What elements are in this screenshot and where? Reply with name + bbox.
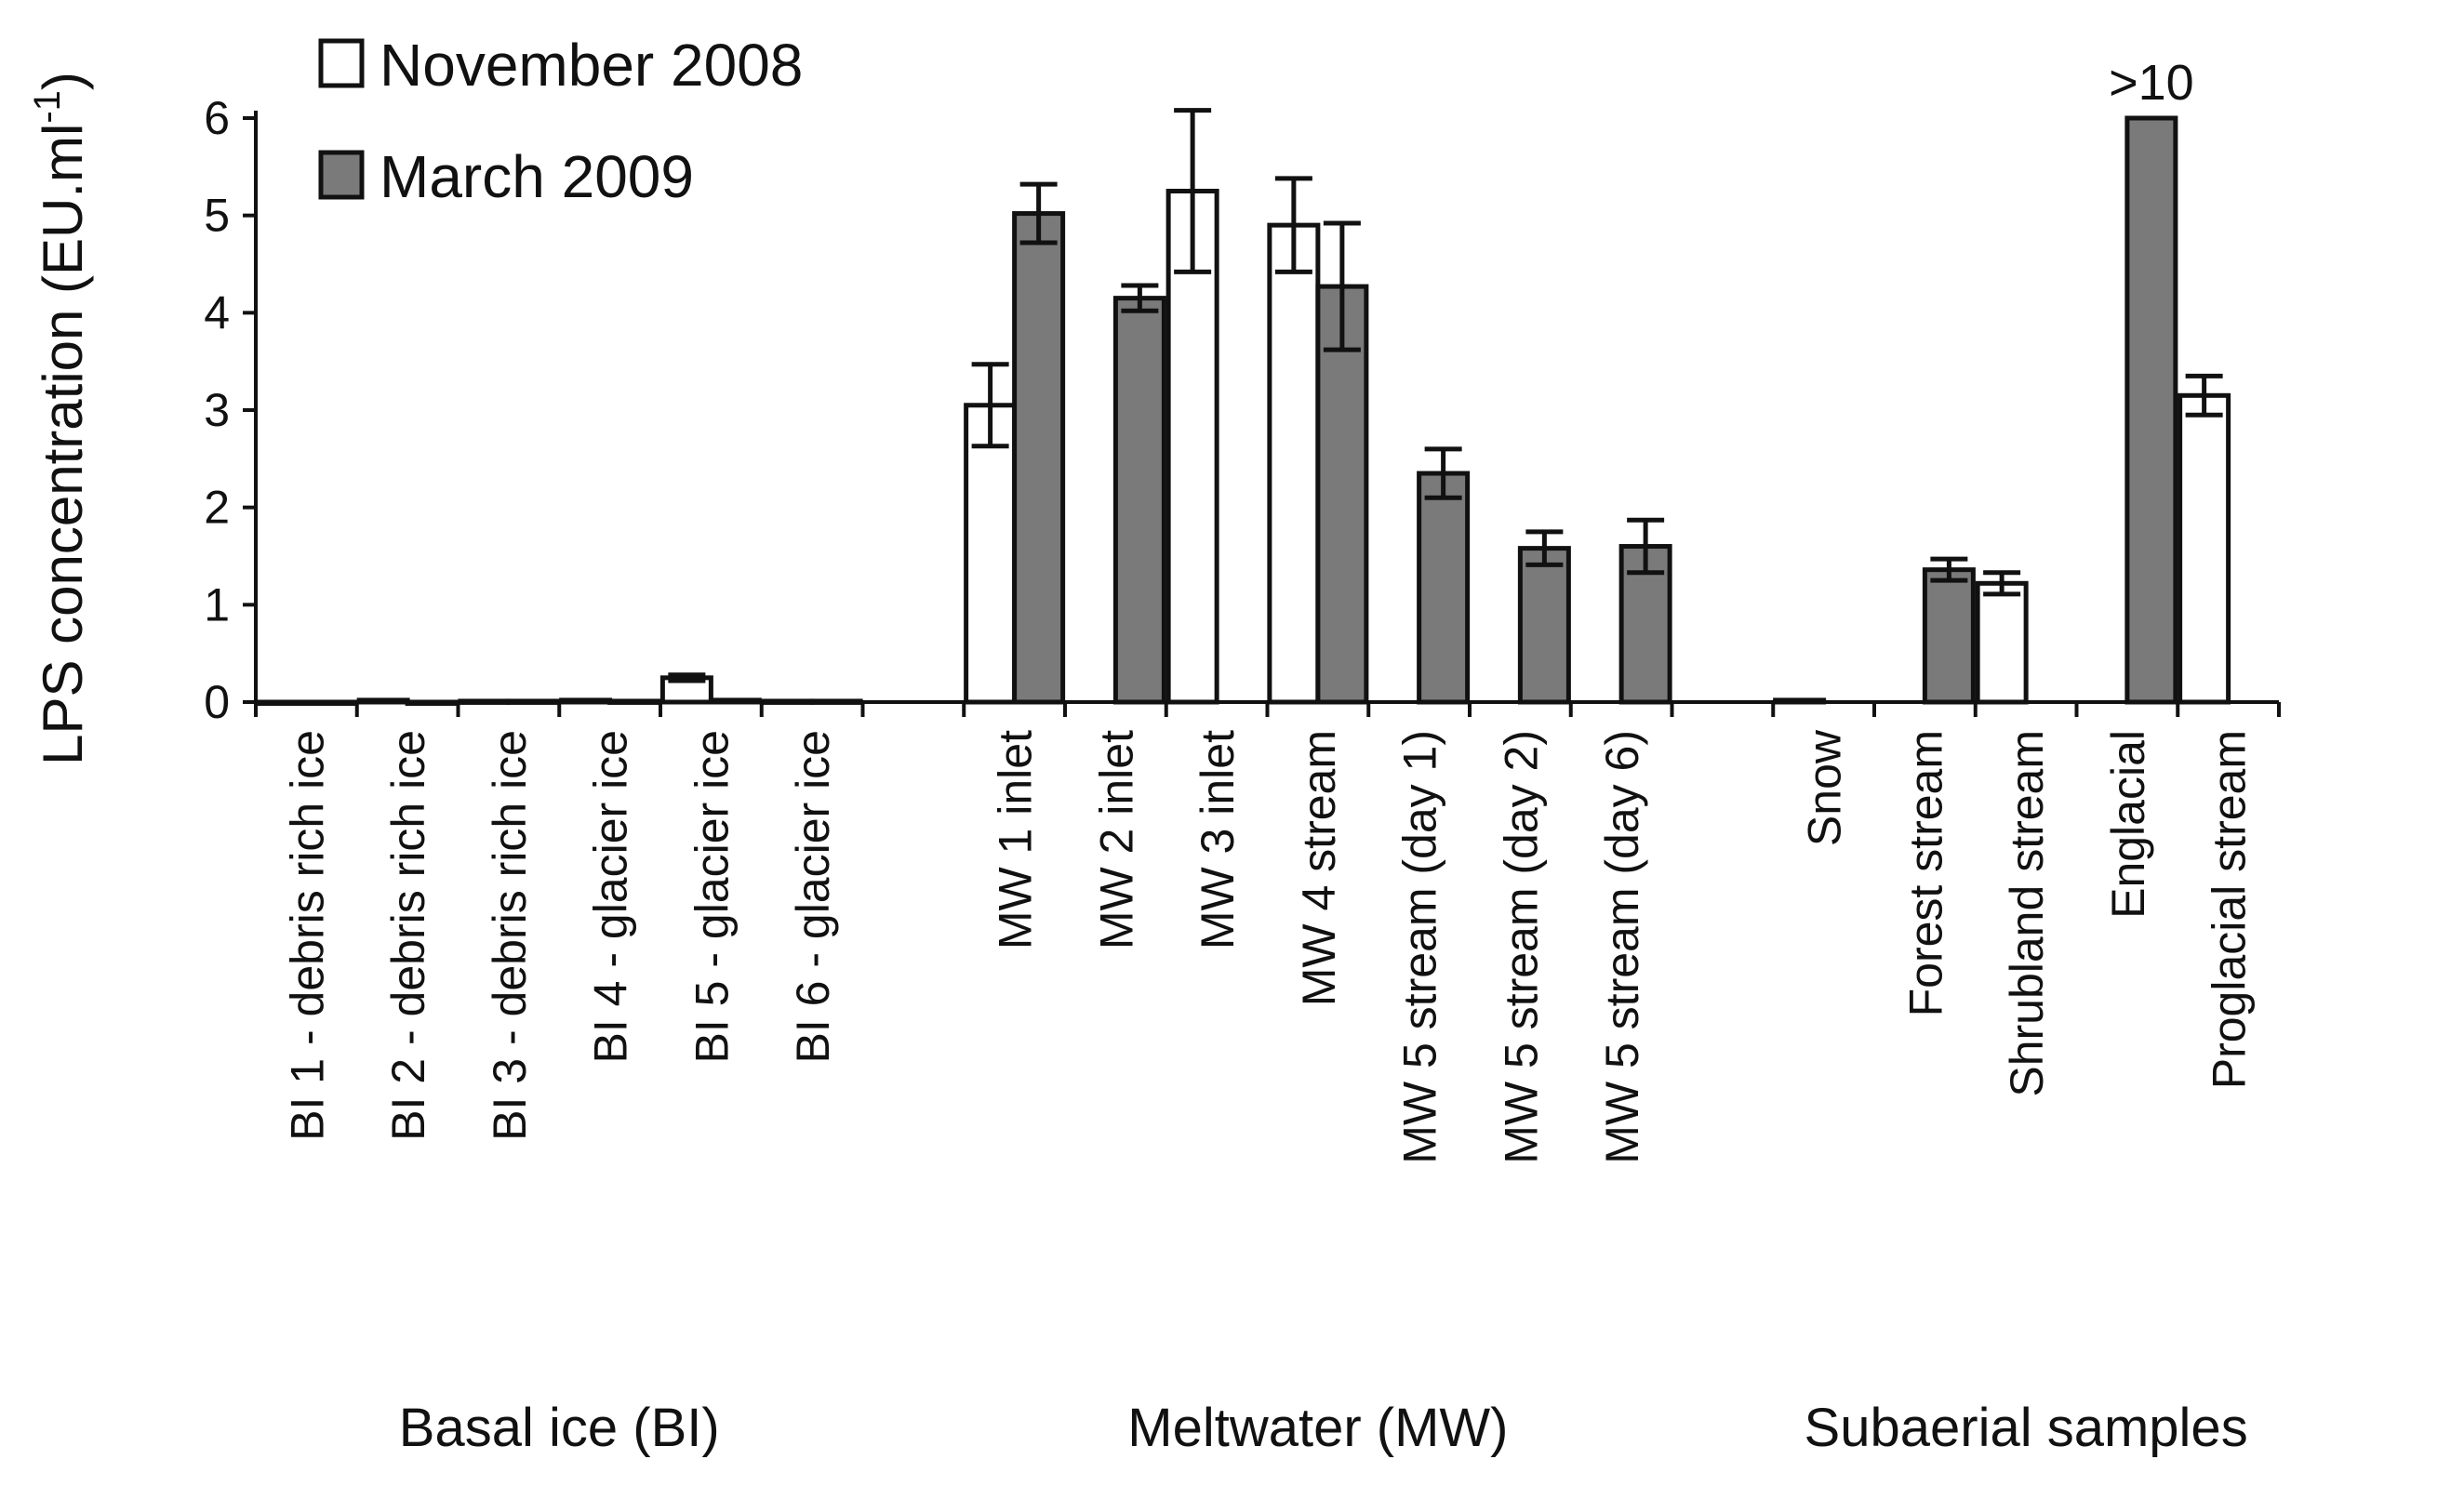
category-label: BI 2 - debris rich ice [382,730,434,1141]
bar-march-2009 [2124,115,2178,705]
category-label: Shrubland stream [2001,730,2053,1097]
group-label: Basal ice (BI) [399,1398,720,1458]
category-label: MW 5 stream (day 6) [1596,730,1648,1164]
bar-november-2008 [458,698,512,705]
bar-november-2008 [559,697,613,705]
y-axis-title: LPS concentration (EU.ml-1) [27,72,94,765]
bar-march-2009 [1417,471,1471,705]
y-tick-label: 5 [204,190,230,242]
bar-annotation: >10 [2109,55,2194,111]
bar-november-2008 [255,699,309,706]
category-label: MW 1 inlet [990,730,1042,949]
legend-swatch-march-2009 [318,150,365,200]
category-label: BI 4 - glacier ice [585,730,637,1063]
category-label: Forest stream [1899,730,1951,1016]
category-label: MW 4 stream [1293,730,1345,1006]
bar-march-2009 [1012,211,1066,705]
y-tick-label: 6 [204,92,230,144]
legend-swatch-november-2008 [318,38,365,88]
category-label: BI 1 - debris rich ice [281,730,333,1141]
bar-march-2009 [1517,546,1571,705]
bar-november-2008 [356,697,410,705]
bar-november-2008 [964,403,1018,705]
group-label: Subaerial samples [1805,1398,2248,1458]
bar-march-2009 [1922,567,1976,705]
category-label: MW 2 inlet [1090,730,1142,949]
legend: November 2008 March 2009 [318,32,803,210]
bar-march-2009 [303,699,357,706]
bar-november-2008 [1267,222,1321,705]
bar-november-2008 [1773,697,1827,705]
y-tick-label: 4 [204,286,230,338]
category-label: Englacial [2102,730,2154,919]
category-label: MW 5 stream (day 2) [1495,730,1547,1164]
y-tick-label: 1 [204,578,230,630]
category-label: MW 5 stream (day 1) [1394,730,1446,1164]
group-label: Meltwater (MW) [1127,1398,1508,1458]
legend-label: March 2009 [380,143,694,210]
category-label: BI 5 - glacier ice [686,730,738,1063]
bar-november-2008 [761,698,815,705]
category-label: BI 3 - debris rich ice [484,730,536,1141]
bar-november-2008 [1165,189,1219,705]
bar-march-2009 [1112,296,1166,705]
bar-march-2009 [607,698,661,705]
category-label: Proglacial stream [2204,730,2256,1089]
category-label: Snow [1799,729,1851,846]
bar-march-2009 [405,699,459,706]
bar-march-2009 [708,697,762,705]
bar-november-2008 [1975,580,2029,705]
bar-march-2009 [809,698,863,705]
legend-label: November 2008 [380,32,803,99]
bar-march-2009 [506,698,560,705]
bars: >10 [255,55,2231,706]
category-labels: BI 1 - debris rich ice BI 2 - debris rich… [281,729,2255,1458]
category-label: BI 6 - glacier ice [787,730,839,1063]
category-label: MW 3 inlet [1192,730,1244,949]
y-tick-label: 2 [204,482,230,534]
y-tick-label: 3 [204,384,230,436]
bar-november-2008 [2178,392,2231,705]
y-tick-label: 0 [204,676,230,728]
